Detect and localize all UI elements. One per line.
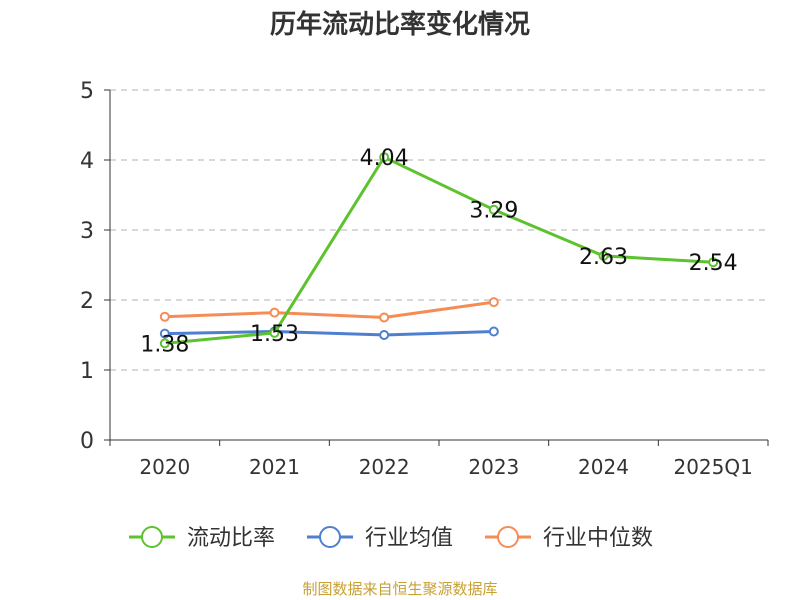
data-label: 4.04	[360, 146, 409, 171]
data-label: 2.54	[689, 251, 738, 276]
legend-marker	[141, 526, 163, 548]
x-tick-label: 2020	[139, 455, 190, 479]
y-tick-label: 4	[80, 149, 94, 174]
legend-marker	[319, 526, 341, 548]
legend-label: 行业均值	[365, 526, 453, 551]
data-point	[159, 311, 170, 322]
data-point	[488, 204, 499, 215]
data-label: 2.63	[579, 245, 628, 270]
series-line	[164, 155, 714, 345]
x-tick-label: 2025Q1	[673, 455, 752, 479]
data-point	[379, 312, 390, 323]
data-label: 1.53	[250, 322, 299, 347]
legend-label: 流动比率	[187, 526, 275, 551]
x-tick-label: 2021	[249, 455, 300, 479]
data-point	[379, 330, 390, 340]
data-source-note: 制图数据来自恒生聚源数据库	[302, 580, 498, 598]
y-tick-label: 0	[80, 429, 94, 454]
data-point	[488, 326, 499, 337]
data-point	[269, 307, 280, 318]
y-tick-label: 2	[80, 289, 94, 314]
legend-marker	[497, 526, 519, 548]
data-point	[159, 338, 170, 349]
y-tick-label: 3	[80, 219, 94, 244]
data-point	[379, 152, 390, 163]
data-point	[269, 327, 280, 338]
x-tick-label: 2023	[468, 455, 519, 479]
chart-title: 历年流动比率变化情况	[269, 10, 530, 40]
data-label: 3.29	[469, 199, 518, 224]
data-point	[488, 297, 499, 308]
data-point	[598, 250, 609, 261]
legend-label: 行业中位数	[543, 526, 653, 551]
series-line	[164, 330, 494, 337]
y-tick-label: 5	[80, 79, 94, 104]
data-point	[159, 328, 170, 339]
data-label: 1.38	[140, 332, 189, 357]
y-tick-label: 1	[80, 359, 94, 384]
data-point	[708, 257, 719, 268]
series-line	[164, 300, 495, 319]
x-tick-label: 2022	[359, 455, 410, 479]
x-tick-label: 2024	[578, 455, 629, 479]
